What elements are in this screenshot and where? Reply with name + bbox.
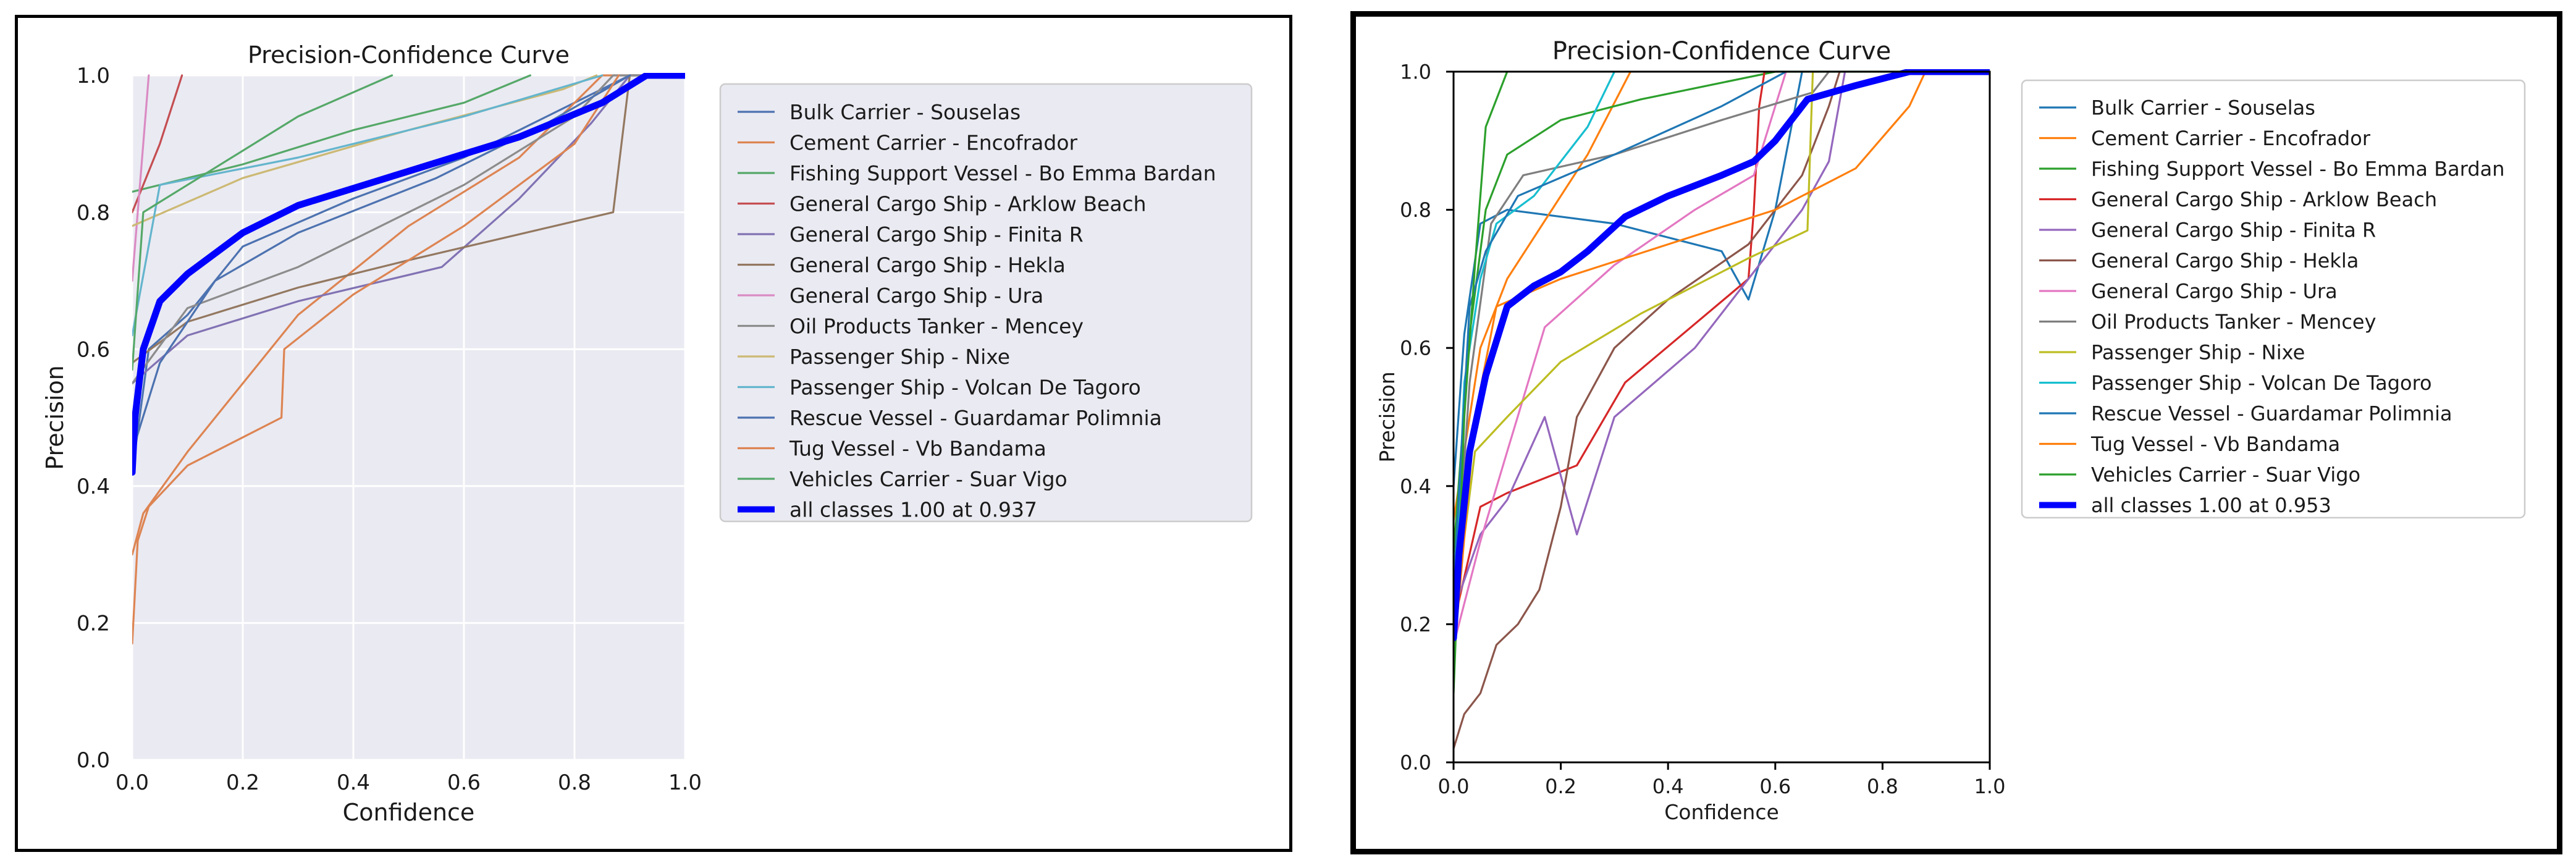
right-series-rescue-vessel-guardamar-polimnia xyxy=(1454,70,1787,591)
left-y-tick-3: 0.6 xyxy=(77,337,110,362)
left-legend-label-13: all classes 1.00 at 0.937 xyxy=(789,497,1037,521)
right-y-tick-2: 0.4 xyxy=(1400,474,1431,498)
left-series-passenger-ship-volcan-de-tagoro xyxy=(132,74,604,337)
right-legend-label-0: Bulk Carrier - Souselas xyxy=(2091,96,2315,120)
right-legend-label-11: Tug Vessel - Vb Bandama xyxy=(2090,432,2340,456)
right-legend-label-13: all classes 1.00 at 0.953 xyxy=(2091,494,2331,517)
left-legend-label-6: General Cargo Ship - Ura xyxy=(789,284,1043,308)
right-y-tick-1: 0.2 xyxy=(1400,613,1431,636)
left-series-general-cargo-ship-arklow-beach xyxy=(132,74,183,214)
right-series-general-cargo-ship-finita-r xyxy=(1454,70,1846,612)
right-series-cement-carrier-encofrador xyxy=(1454,70,1631,522)
right-legend-label-6: General Cargo Ship - Ura xyxy=(2091,280,2338,303)
left-series-vehicles-carrier-suar-vigo xyxy=(132,74,394,371)
right-y-tick-3: 0.6 xyxy=(1400,337,1431,360)
left-legend-label-11: Tug Vessel - Vb Bandama xyxy=(789,436,1046,460)
right-series-passenger-ship-nixe xyxy=(1454,70,1814,625)
left-legend-label-12: Vehicles Carrier - Suar Vigo xyxy=(789,467,1067,491)
left-legend-label-8: Passenger Ship - Nixe xyxy=(789,345,1010,369)
right-legend-label-8: Passenger Ship - Nixe xyxy=(2091,341,2305,364)
right-legend-label-4: General Cargo Ship - Finita R xyxy=(2091,219,2376,242)
left-title: Precision-Confidence Curve xyxy=(248,41,570,69)
right-chart-panel: 0.0 0.2 0.4 0.6 0.8 1.0 0.0 0.2 0.4 0.6 0.8 1.0 Prec… xyxy=(1350,11,2562,854)
left-legend-label-5: General Cargo Ship - Hekla xyxy=(789,253,1066,277)
right-series-general-cargo-ship-hekla xyxy=(1454,70,1841,750)
right-x-tick-1: 0.2 xyxy=(1545,775,1576,798)
right-legend-label-10: Rescue Vessel - Guardamar Polimnia xyxy=(2091,402,2452,426)
left-legend-label-10: Rescue Vessel - Guardamar Polimnia xyxy=(789,406,1162,430)
right-y-tick-5: 1.0 xyxy=(1400,61,1431,84)
left-y-tick-0: 0.0 xyxy=(77,748,110,773)
right-legend-label-2: Fishing Support Vessel - Bo Emma Bardan xyxy=(2091,158,2505,181)
left-y-tick-4: 0.8 xyxy=(77,201,110,225)
left-x-tick-2: 0.4 xyxy=(337,770,370,795)
left-legend-label-7: Oil Products Tanker - Mencey xyxy=(789,314,1084,338)
left-series-general-cargo-ship-finita-r xyxy=(132,74,685,385)
right-series-passenger-ship-volcan-de-tagoro xyxy=(1454,70,1615,639)
left-x-tick-5: 1.0 xyxy=(668,770,702,795)
left-chart: 0.0 0.2 0.4 0.6 0.8 1.0 0.0 0.2 0.4 0.6 0.8 1.0 Prec… xyxy=(41,41,1253,826)
right-axes-frame xyxy=(1452,70,1991,764)
right-legend-label-5: General Cargo Ship - Hekla xyxy=(2091,249,2359,272)
right-x-tick-5: 1.0 xyxy=(1974,775,2006,798)
right-ylabel: Precision xyxy=(1375,371,1399,462)
left-legend xyxy=(719,83,1253,523)
right-legend-label-12: Vehicles Carrier - Suar Vigo xyxy=(2091,463,2360,487)
left-y-tick-5: 1.0 xyxy=(77,64,110,88)
left-y-tick-2: 0.4 xyxy=(77,474,110,499)
left-series-bulk-carrier-souselas xyxy=(132,74,685,474)
left-chart-panel: 0.0 0.2 0.4 0.6 0.8 1.0 0.0 0.2 0.4 0.6 0.8 1.0 Prec… xyxy=(15,15,1292,852)
left-legend-label-2: Fishing Support Vessel - Bo Emma Bardan xyxy=(789,161,1216,185)
left-series-group xyxy=(132,73,685,645)
left-ylabel: Precision xyxy=(41,365,69,470)
right-x-tick-4: 0.8 xyxy=(1867,775,1898,798)
right-y-tick-4: 0.8 xyxy=(1400,198,1431,222)
left-x-tick-0: 0.0 xyxy=(116,770,149,795)
right-x-tick-2: 0.4 xyxy=(1652,775,1684,798)
left-series-oil-products-tanker-mencey xyxy=(132,74,685,385)
right-title: Precision-Confidence Curve xyxy=(1552,37,1892,65)
left-series-general-cargo-ship-ura xyxy=(132,74,150,282)
left-series-all-classes-1-00-at-0-937 xyxy=(132,73,685,476)
right-series-oil-products-tanker-mencey xyxy=(1454,70,1830,625)
right-plot-area xyxy=(1454,72,1990,762)
left-x-tick-1: 0.2 xyxy=(226,770,259,795)
right-legend-label-7: Oil Products Tanker - Mencey xyxy=(2091,310,2376,334)
right-x-tick-3: 0.6 xyxy=(1759,775,1791,798)
right-series-group xyxy=(1454,69,1990,750)
right-legend-label-1: Cement Carrier - Encofrador xyxy=(2091,127,2371,150)
left-x-tick-4: 0.8 xyxy=(558,770,591,795)
right-x-tick-0: 0.0 xyxy=(1438,775,1470,798)
left-legend-label-3: General Cargo Ship - Arklow Beach xyxy=(789,192,1147,216)
left-xlabel: Confidence xyxy=(343,799,475,826)
left-legend-label-1: Cement Carrier - Encofrador xyxy=(789,130,1078,154)
left-series-tug-vessel-vb-bandama xyxy=(132,74,620,645)
left-x-tick-3: 0.6 xyxy=(447,770,481,795)
right-y-tick-0: 0.0 xyxy=(1400,751,1431,775)
right-legend-label-9: Passenger Ship - Volcan De Tagoro xyxy=(2091,371,2432,395)
left-y-tick-1: 0.2 xyxy=(77,612,110,636)
right-series-general-cargo-ship-ura xyxy=(1454,70,1787,646)
left-legend-label-0: Bulk Carrier - Souselas xyxy=(789,100,1021,124)
left-legend-label-9: Passenger Ship - Volcan De Tagoro xyxy=(789,375,1141,399)
right-legend-label-3: General Cargo Ship - Arklow Beach xyxy=(2091,188,2437,211)
right-series-general-cargo-ship-arklow-beach xyxy=(1454,70,1766,625)
left-legend-label-4: General Cargo Ship - Finita R xyxy=(789,222,1084,246)
right-chart: 0.0 0.2 0.4 0.6 0.8 1.0 0.0 0.2 0.4 0.6 0.8 1.0 Prec… xyxy=(1375,37,2526,824)
right-legend xyxy=(2021,79,2526,519)
right-xlabel: Confidence xyxy=(1664,800,1779,824)
right-series-all-classes-1-00-at-0-953 xyxy=(1454,69,1990,642)
